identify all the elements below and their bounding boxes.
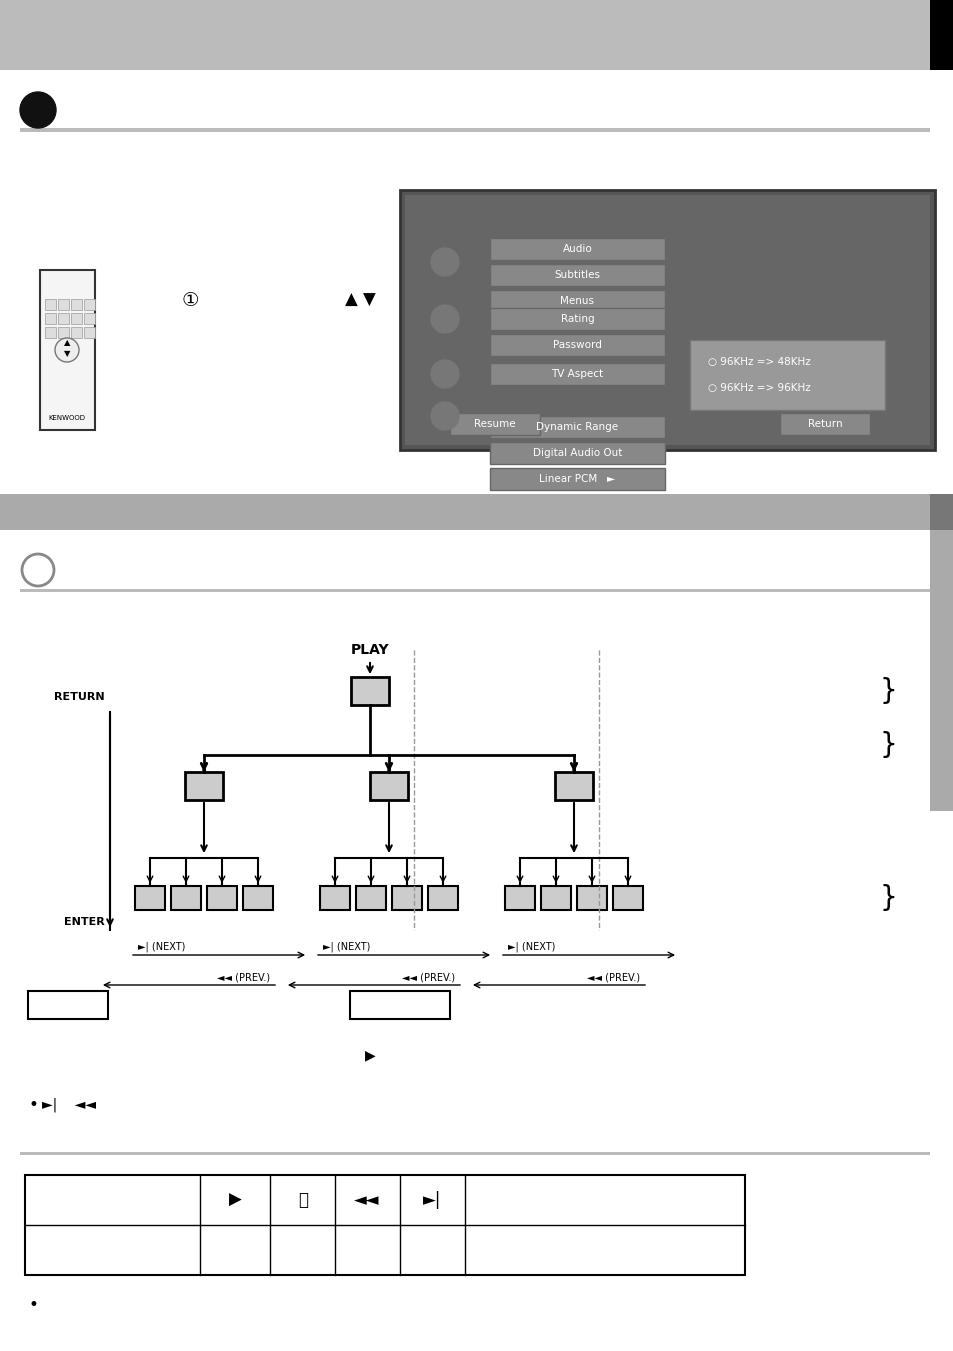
Bar xyxy=(207,886,236,911)
Text: Return: Return xyxy=(807,419,841,430)
Bar xyxy=(350,992,450,1019)
Text: ▶: ▶ xyxy=(229,1192,241,1209)
Bar xyxy=(25,1175,744,1275)
Bar xyxy=(40,270,95,430)
Circle shape xyxy=(20,92,56,128)
Bar xyxy=(20,589,929,592)
Circle shape xyxy=(55,338,79,362)
Text: Rating: Rating xyxy=(560,313,594,324)
Text: Password: Password xyxy=(553,340,601,350)
Text: ▲
▼: ▲ ▼ xyxy=(64,338,71,358)
Text: •: • xyxy=(28,1296,38,1315)
Bar xyxy=(243,886,273,911)
Text: ENTER: ENTER xyxy=(64,917,105,927)
Bar xyxy=(490,334,664,357)
Bar xyxy=(450,413,539,435)
Bar xyxy=(504,886,535,911)
Bar xyxy=(135,886,165,911)
Bar xyxy=(929,530,953,811)
Bar xyxy=(490,308,664,330)
Bar xyxy=(0,494,953,530)
Text: Menus: Menus xyxy=(560,296,594,305)
Circle shape xyxy=(431,403,458,430)
Bar xyxy=(929,494,953,530)
Text: ►| (NEXT): ►| (NEXT) xyxy=(138,942,185,952)
Circle shape xyxy=(22,554,54,586)
Text: ◄◄ (PREV.): ◄◄ (PREV.) xyxy=(401,971,455,982)
Bar xyxy=(577,886,606,911)
Bar xyxy=(58,299,69,309)
Bar xyxy=(780,413,869,435)
Bar xyxy=(58,327,69,338)
Bar xyxy=(689,340,884,409)
Bar xyxy=(370,771,408,800)
Text: ○ 96KHz => 48KHz: ○ 96KHz => 48KHz xyxy=(707,357,810,367)
Text: }: } xyxy=(879,884,897,912)
Bar xyxy=(319,886,350,911)
Text: Digital Audio Out: Digital Audio Out xyxy=(533,449,621,458)
Text: Resume: Resume xyxy=(474,419,516,430)
Circle shape xyxy=(431,249,458,276)
Bar xyxy=(929,0,953,70)
Bar xyxy=(84,327,95,338)
Text: 🎧: 🎧 xyxy=(297,1192,308,1209)
Text: •: • xyxy=(28,1096,38,1115)
Text: Subtitles: Subtitles xyxy=(554,270,599,280)
Bar xyxy=(58,313,69,324)
Text: ►| (NEXT): ►| (NEXT) xyxy=(323,942,370,952)
Text: ▶: ▶ xyxy=(364,1048,375,1062)
Text: PLAY: PLAY xyxy=(351,643,389,657)
Bar xyxy=(351,677,389,705)
Bar xyxy=(399,190,934,450)
Text: Dynamic Range: Dynamic Range xyxy=(536,422,618,432)
Circle shape xyxy=(431,359,458,388)
Text: Linear PCM   ►: Linear PCM ► xyxy=(539,474,615,484)
Bar xyxy=(490,238,664,259)
Bar xyxy=(355,886,386,911)
Text: ◄◄ (PREV.): ◄◄ (PREV.) xyxy=(216,971,270,982)
Bar xyxy=(0,0,953,70)
Bar xyxy=(71,327,82,338)
Bar xyxy=(490,416,664,438)
Bar xyxy=(392,886,421,911)
Text: }: } xyxy=(879,731,897,759)
Bar xyxy=(45,327,56,338)
Bar xyxy=(28,992,108,1019)
Bar xyxy=(613,886,642,911)
Text: KENWOOD: KENWOOD xyxy=(49,415,86,422)
Bar xyxy=(428,886,457,911)
Bar xyxy=(171,886,201,911)
Text: ◄◄: ◄◄ xyxy=(354,1192,379,1209)
Bar xyxy=(45,313,56,324)
Bar xyxy=(71,299,82,309)
Text: TV Aspect: TV Aspect xyxy=(551,369,603,380)
Text: RETURN: RETURN xyxy=(54,692,105,703)
Bar xyxy=(490,263,664,286)
Text: Audio: Audio xyxy=(562,245,592,254)
Bar xyxy=(84,299,95,309)
Bar xyxy=(45,299,56,309)
Text: ►| (NEXT): ►| (NEXT) xyxy=(507,942,555,952)
Bar xyxy=(490,290,664,312)
Bar xyxy=(71,313,82,324)
Text: ►|: ►| xyxy=(422,1192,440,1209)
Bar xyxy=(185,771,223,800)
Bar xyxy=(20,128,929,132)
Text: ①: ① xyxy=(181,290,198,309)
Bar xyxy=(490,467,664,490)
Bar xyxy=(490,363,664,385)
Text: }: } xyxy=(879,677,897,705)
Circle shape xyxy=(431,305,458,332)
Text: ▲ ▼: ▲ ▼ xyxy=(344,290,375,309)
Bar xyxy=(540,886,571,911)
Bar xyxy=(490,442,664,463)
Bar xyxy=(555,771,593,800)
Bar xyxy=(20,1152,929,1155)
Bar xyxy=(405,195,929,444)
Bar xyxy=(84,313,95,324)
Text: ►|    ◄◄: ►| ◄◄ xyxy=(42,1098,96,1112)
Text: ◄◄ (PREV.): ◄◄ (PREV.) xyxy=(586,971,639,982)
Text: ○ 96KHz => 96KHz: ○ 96KHz => 96KHz xyxy=(707,382,810,393)
